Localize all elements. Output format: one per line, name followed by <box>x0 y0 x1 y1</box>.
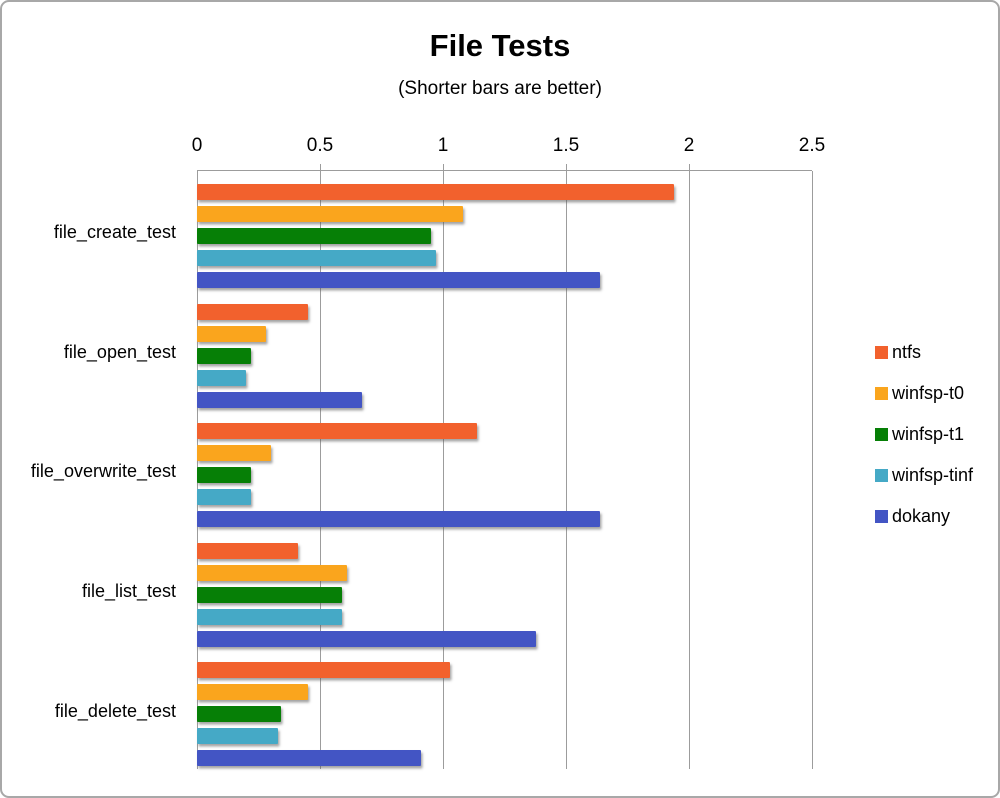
gridline <box>812 171 813 769</box>
x-axis-tick-labels: 0 0.5 1 1.5 2 2.5 <box>0 134 1000 158</box>
category-label: file_create_test <box>53 222 176 243</box>
bar-ntfs <box>197 423 478 440</box>
axis-tick-mark <box>689 164 690 171</box>
chart-subtitle: (Shorter bars are better) <box>398 78 602 99</box>
bar-ntfs <box>197 662 451 679</box>
legend-item-winfsp-tinf: winfsp-tinf <box>875 465 973 486</box>
bar-winfsp-t1 <box>197 467 252 484</box>
bar-winfsp-t1 <box>197 586 343 603</box>
category-label: file_list_test <box>81 581 176 602</box>
bar-winfsp-t0 <box>197 684 308 701</box>
bar-dokany <box>197 391 362 408</box>
gridline <box>566 171 567 769</box>
category-group-file_create_test <box>197 171 812 291</box>
category-axis-labels: file_create_test file_open_test file_overw… <box>0 173 176 771</box>
legend-label: winfsp-tinf <box>892 465 974 485</box>
chart-title: File Tests <box>429 28 571 63</box>
gridline <box>320 171 321 769</box>
bar-winfsp-t0 <box>197 325 266 342</box>
bar-winfsp-tinf <box>197 489 252 506</box>
category-label: file_delete_test <box>54 700 176 721</box>
gridline <box>443 171 444 769</box>
legend-label: winfsp-t1 <box>892 424 965 444</box>
axis-tick-mark <box>566 164 567 171</box>
x-tick-label: 2 <box>683 135 695 156</box>
axis-tick-mark <box>443 164 444 171</box>
bar-winfsp-tinf <box>197 250 436 266</box>
legend-swatch-icon <box>875 469 888 482</box>
legend-item-ntfs: ntfs <box>875 342 973 363</box>
bar-dokany <box>197 750 421 767</box>
bar-winfsp-t1 <box>197 706 281 723</box>
legend-item-winfsp-t0: winfsp-t0 <box>875 383 973 404</box>
bar-ntfs <box>197 542 298 559</box>
legend-swatch-icon <box>875 346 888 359</box>
category-label: file_overwrite_test <box>30 461 176 482</box>
category-label: file_open_test <box>63 341 176 362</box>
x-tick-label: 1 <box>437 135 449 156</box>
bar-winfsp-tinf <box>197 369 247 386</box>
category-group-file_open_test <box>197 291 812 411</box>
bar-winfsp-t0 <box>197 206 463 222</box>
x-tick-label: 2.5 <box>798 135 826 156</box>
bar-dokany <box>197 511 601 528</box>
x-tick-label: 1.5 <box>552 135 580 156</box>
plot-area <box>197 164 813 769</box>
legend-swatch-icon <box>875 428 888 441</box>
bar-winfsp-t0 <box>197 445 271 462</box>
bar-winfsp-tinf <box>197 728 279 745</box>
axis-tick-mark <box>320 164 321 171</box>
gridline <box>689 171 690 769</box>
bar-winfsp-t1 <box>197 228 431 244</box>
legend: ntfs winfsp-t0 winfsp-t1 winfsp-tinf dokany <box>875 342 973 547</box>
bar-dokany <box>197 630 537 647</box>
bar-winfsp-tinf <box>197 608 343 625</box>
legend-item-dokany: dokany <box>875 506 973 527</box>
x-tick-label: 0.5 <box>306 135 334 156</box>
bar-dokany <box>197 272 601 288</box>
legend-swatch-icon <box>875 510 888 523</box>
category-group-file_list_test <box>197 530 812 650</box>
bar-winfsp-t0 <box>197 564 348 581</box>
x-tick-label: 0 <box>191 135 203 156</box>
legend-label: winfsp-t0 <box>892 383 965 403</box>
legend-label: dokany <box>892 506 951 526</box>
bar-rows <box>197 171 812 769</box>
bar-ntfs <box>197 303 308 320</box>
legend-swatch-icon <box>875 387 888 400</box>
bar-ntfs <box>197 184 675 200</box>
category-group-file_delete_test <box>197 649 812 769</box>
category-group-file_overwrite_test <box>197 410 812 530</box>
legend-item-winfsp-t1: winfsp-t1 <box>875 424 973 445</box>
bar-winfsp-t1 <box>197 347 252 364</box>
legend-label: ntfs <box>892 342 922 362</box>
